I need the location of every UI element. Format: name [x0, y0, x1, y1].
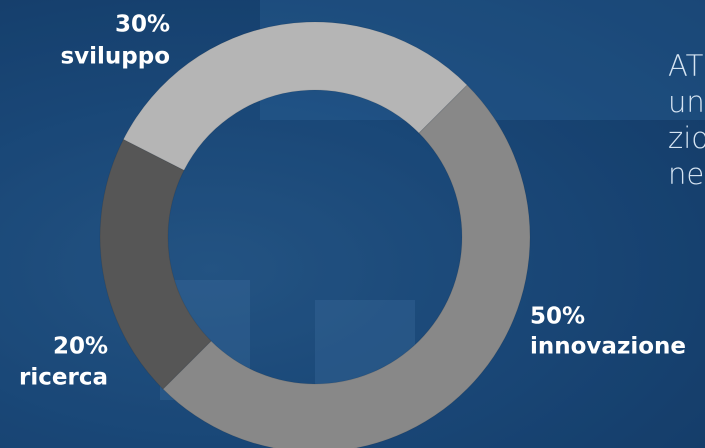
side-text: zio [668, 121, 705, 155]
donut-segment [122, 21, 468, 171]
category-label: sviluppo [60, 44, 170, 70]
value-label: 20% [53, 334, 108, 360]
category-label: innovazione [530, 334, 686, 360]
donut-segment [99, 138, 212, 390]
value-label: 50% [530, 304, 585, 330]
category-label: ricerca [19, 365, 108, 391]
donut-segment [162, 84, 531, 448]
side-text: AT [668, 49, 704, 83]
value-label: 30% [115, 12, 170, 38]
side-text: un [668, 85, 705, 119]
side-text: ne [668, 157, 704, 191]
